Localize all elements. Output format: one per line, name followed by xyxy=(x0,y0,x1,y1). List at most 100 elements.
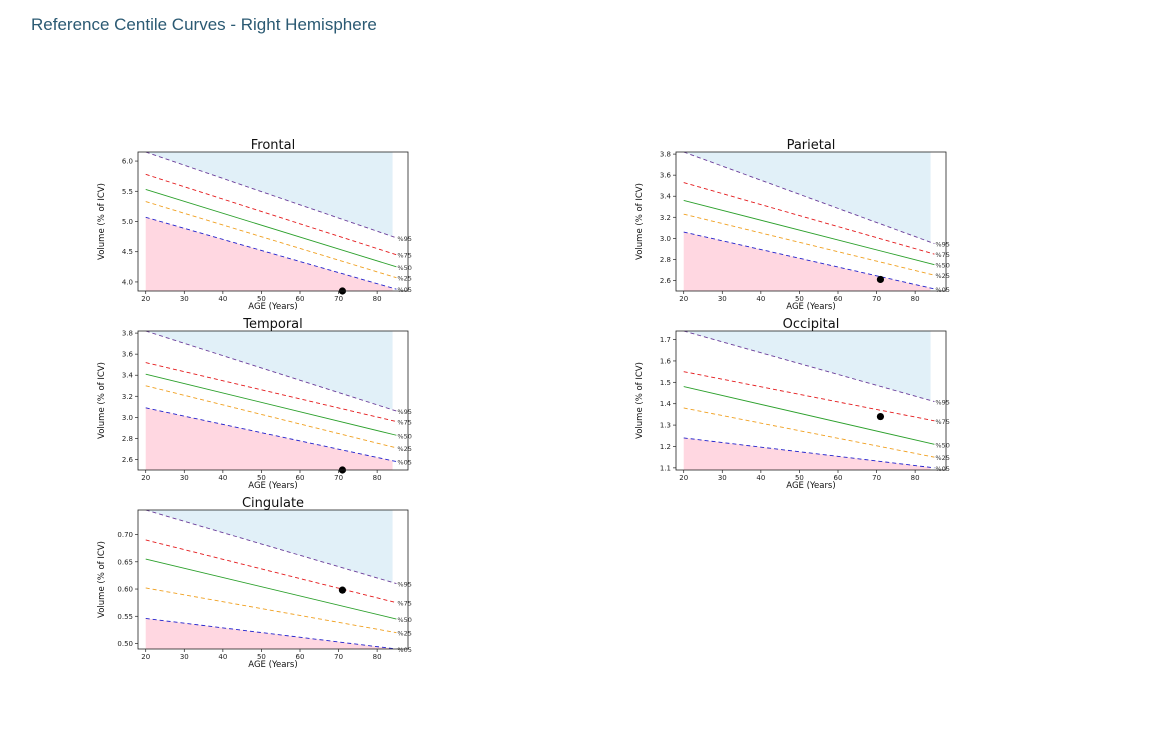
centile-line-p50 xyxy=(145,373,397,436)
centile-line-p05 xyxy=(683,231,935,290)
x-tick-label: 60 xyxy=(296,474,305,482)
x-axis-label: AGE (Years) xyxy=(248,302,297,311)
x-tick-label: 60 xyxy=(296,295,305,303)
chart-parietal: %95 %75 %50 %25 %05 20 30 40 50 60 70 80 2.6 2.8 3.0 3.… xyxy=(635,138,950,311)
centile-line-p05 xyxy=(145,216,397,290)
centile-line-p95 xyxy=(683,152,935,245)
centile-label-p50: %50 xyxy=(397,432,411,440)
centile-line-p05 xyxy=(145,407,397,463)
centile-line-p95 xyxy=(145,510,397,585)
centile-line-p25 xyxy=(683,407,935,458)
centile-label-p50: %50 xyxy=(935,441,949,449)
centile-label-p25: %25 xyxy=(397,445,411,453)
x-tick-label: 20 xyxy=(679,295,688,303)
y-tick-label: 3.8 xyxy=(122,330,133,338)
y-tick-label: 3.6 xyxy=(122,351,134,359)
centile-line-p25 xyxy=(145,201,397,279)
lower-shaded-region xyxy=(145,217,393,291)
centile-label-p05: %05 xyxy=(935,286,949,294)
chart-frontal: %95 %75 %50 %25 %05 20 30 40 50 60 70 80 4.0 4.5 5.0 5.… xyxy=(97,138,412,311)
centile-label-p05: %05 xyxy=(397,286,411,294)
upper-shaded-region xyxy=(145,152,393,237)
y-tick-label: 3.0 xyxy=(660,235,671,243)
y-tick-label: 3.8 xyxy=(660,151,671,159)
centile-line-p75 xyxy=(145,173,397,256)
y-axis-label: Volume (% of ICV) xyxy=(97,362,107,439)
chart-title: Occipital xyxy=(783,317,840,332)
x-tick-label: 20 xyxy=(141,474,150,482)
y-tick-label: 0.70 xyxy=(117,531,133,539)
y-tick-label: 0.50 xyxy=(117,640,133,648)
subject-point xyxy=(338,586,347,594)
plot-area xyxy=(145,152,397,291)
x-tick-label: 30 xyxy=(180,653,189,661)
x-tick-label: 70 xyxy=(334,653,343,661)
centile-label-p25: %25 xyxy=(935,454,949,462)
x-tick-label: 50 xyxy=(795,474,804,482)
y-tick-label: 3.2 xyxy=(122,393,133,401)
page-title: Reference Centile Curves - Right Hemisph… xyxy=(31,15,377,34)
centile-line-p50 xyxy=(145,189,397,268)
centile-label-p75: %75 xyxy=(397,419,411,427)
plot-area xyxy=(145,510,397,649)
x-tick-label: 30 xyxy=(718,295,727,303)
y-tick-label: 2.8 xyxy=(122,435,133,443)
plot-area xyxy=(145,331,397,470)
y-tick-label: 4.5 xyxy=(122,248,133,256)
lower-shaded-region xyxy=(683,437,931,470)
x-tick-label: 30 xyxy=(718,474,727,482)
x-tick-label: 80 xyxy=(911,474,920,482)
subject-point xyxy=(876,412,885,421)
chart-cingulate: %95 %75 %50 %25 %05 20 30 40 50 60 70 80 0.50 0.55 0.6… xyxy=(97,496,412,669)
x-tick-label: 80 xyxy=(373,474,382,482)
centile-line-p25 xyxy=(683,213,935,276)
plot-area xyxy=(683,152,935,291)
centile-label-p95: %95 xyxy=(935,241,949,249)
centile-label-p75: %75 xyxy=(935,251,949,259)
y-tick-label: 5.0 xyxy=(122,218,133,226)
centile-line-p95 xyxy=(145,152,397,239)
axes-frame xyxy=(675,151,947,292)
y-tick-label: 2.6 xyxy=(122,456,134,464)
y-tick-label: 3.4 xyxy=(660,193,672,201)
y-tick-label: 1.4 xyxy=(660,400,672,408)
centile-line-p05 xyxy=(683,437,935,469)
centile-line-p50 xyxy=(683,386,935,445)
x-tick-label: 20 xyxy=(141,653,150,661)
centile-label-p95: %95 xyxy=(397,235,411,243)
chart-occipital: %95 %75 %50 %25 %05 20 30 40 50 60 70 80 1.1 1.2 1.3 1.… xyxy=(635,317,950,490)
y-tick-label: 3.6 xyxy=(660,172,672,180)
centile-label-p50: %50 xyxy=(397,616,411,624)
x-tick-label: 20 xyxy=(679,474,688,482)
x-tick-label: 40 xyxy=(218,295,227,303)
x-axis-label: AGE (Years) xyxy=(248,481,297,490)
x-tick-label: 50 xyxy=(795,295,804,303)
centile-line-p95 xyxy=(683,331,935,403)
x-tick-label: 70 xyxy=(334,295,343,303)
centile-line-p95 xyxy=(145,331,397,412)
x-tick-label: 80 xyxy=(911,295,920,303)
axes-frame xyxy=(675,330,947,471)
centile-label-p05: %05 xyxy=(935,465,949,473)
y-tick-label: 6.0 xyxy=(122,158,133,166)
centile-label-p50: %50 xyxy=(935,262,949,270)
centile-label-p50: %50 xyxy=(397,264,411,272)
centile-line-p75 xyxy=(683,371,935,422)
x-axis-label: AGE (Years) xyxy=(786,302,835,311)
centile-line-p25 xyxy=(145,587,397,634)
y-tick-label: 1.6 xyxy=(660,357,672,365)
centile-label-p25: %25 xyxy=(397,630,411,638)
y-tick-label: 0.60 xyxy=(117,586,133,594)
centile-label-p95: %95 xyxy=(397,581,411,589)
lower-shaded-region xyxy=(683,232,931,291)
x-tick-label: 40 xyxy=(756,474,765,482)
x-tick-label: 20 xyxy=(141,295,150,303)
y-tick-label: 1.5 xyxy=(660,379,671,387)
x-tick-label: 50 xyxy=(257,653,266,661)
x-tick-label: 30 xyxy=(180,474,189,482)
centile-line-p05 xyxy=(145,618,397,649)
x-tick-label: 60 xyxy=(834,474,843,482)
chart-title: Parietal xyxy=(787,138,836,153)
x-tick-label: 80 xyxy=(373,653,382,661)
y-tick-label: 3.4 xyxy=(122,372,134,380)
